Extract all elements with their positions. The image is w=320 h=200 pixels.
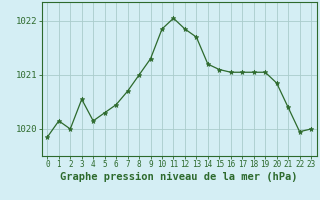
- X-axis label: Graphe pression niveau de la mer (hPa): Graphe pression niveau de la mer (hPa): [60, 172, 298, 182]
